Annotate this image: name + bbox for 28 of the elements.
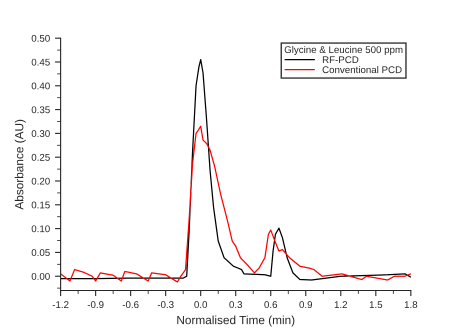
y-tick-label: 0.35 [32,106,50,114]
legend-label: RF-PCD [322,56,358,64]
x-tick-label: 0.6 [264,301,278,308]
x-axis-title: Normalised Time (min) [177,316,294,327]
y-tick-label: 0.05 [32,249,50,256]
x-tick-label: -1.2 [52,301,69,308]
x-tick-label: 0.3 [229,301,242,308]
x-tick-label: -0.9 [88,301,104,308]
y-tick-label: 0.00 [32,272,50,280]
y-tick-label: 0.50 [32,34,50,42]
x-tick-label: 1.8 [404,301,418,308]
y-tick-label: 0.10 [32,225,50,232]
y-tick-label: 0.40 [32,82,50,90]
x-tick-label: -0.6 [122,301,139,308]
x-tick-label: 1.2 [334,301,348,308]
y-tick-label: 0.20 [32,178,50,185]
y-tick-label: 0.45 [32,58,50,66]
x-tick-label: 0.0 [194,301,208,308]
y-tick-label: 0.15 [32,202,50,208]
x-tick-label: -0.3 [158,301,174,308]
y-axis-title: Absorbance (AU) [14,120,26,210]
x-tick-label: 1.5 [370,301,382,308]
legend-title: Glycine & Leucine 500 ppm [284,46,402,56]
y-tick-label: 0.30 [32,130,50,138]
x-tick-label: 0.9 [299,301,312,308]
y-tick-label: 0.25 [32,154,50,161]
legend-label: Conventional PCD [322,66,402,74]
line-series [60,126,411,283]
